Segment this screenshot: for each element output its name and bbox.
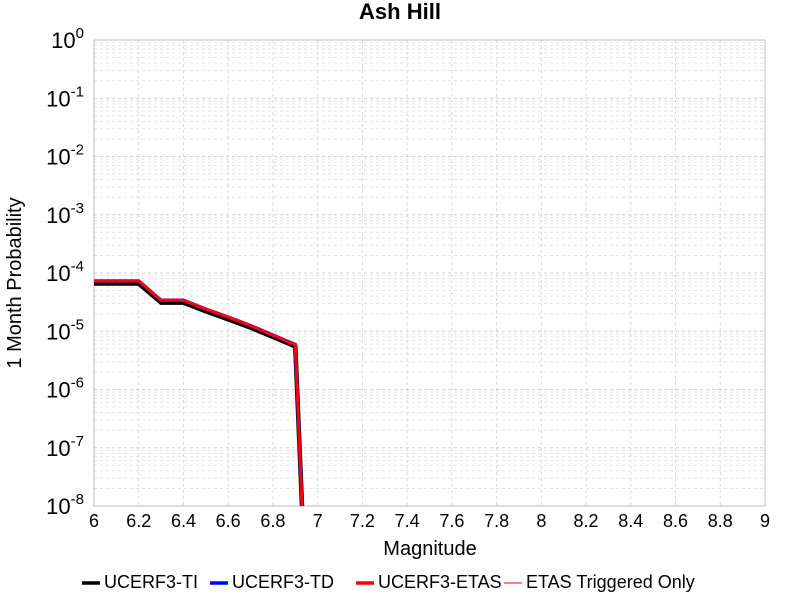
x-tick-label: 6 — [89, 511, 99, 531]
x-tick-label: 8.6 — [663, 511, 688, 531]
legend-label-0: UCERF3-TI — [104, 572, 198, 592]
x-tick-label: 9 — [760, 511, 770, 531]
y-tick-labels: 100 10-1 10-2 10-3 10-4 10-5 10-6 10-7 10-8 — [46, 25, 84, 519]
x-tick-label: 6.2 — [126, 511, 151, 531]
y-tick-label: 100 — [51, 25, 84, 53]
legend-label-3: ETAS Triggered Only — [526, 572, 695, 592]
series-line-1 — [94, 279, 304, 507]
y-tick-label: 10-3 — [46, 200, 84, 228]
x-tick-labels: 6 6.2 6.4 6.6 6.8 7 7.2 7.4 7.6 7.8 8 8.2 8.4 8.6 8.8 9 — [89, 511, 770, 531]
x-tick-label: 6.6 — [216, 511, 241, 531]
x-tick-label: 8.4 — [618, 511, 643, 531]
x-tick-label: 8.8 — [708, 511, 733, 531]
x-tick-label: 6.4 — [171, 511, 196, 531]
series-layer — [94, 279, 305, 507]
x-tick-label: 7 — [313, 511, 323, 531]
x-tick-label: 7.6 — [439, 511, 464, 531]
x-tick-label: 7.4 — [395, 511, 420, 531]
x-tick-label: 7.2 — [350, 511, 375, 531]
x-tick-label: 8 — [536, 511, 546, 531]
y-tick-label: 10-6 — [46, 375, 84, 403]
y-tick-label: 10-7 — [46, 433, 84, 461]
y-tick-label: 10-1 — [46, 83, 84, 111]
y-tick-label: 10-8 — [46, 491, 84, 519]
x-tick-label: 8.2 — [574, 511, 599, 531]
x-tick-label: 6.8 — [260, 511, 285, 531]
legend-label-1: UCERF3-TD — [232, 572, 334, 592]
x-tick-label: 7.8 — [484, 511, 509, 531]
legend: UCERF3-TI UCERF3-TD UCERF3-ETAS ETAS Trigge… — [82, 572, 695, 592]
legend-label-2: UCERF3-ETAS — [378, 572, 502, 592]
chart-title: Ash Hill — [359, 0, 441, 24]
x-axis-label: Magnitude — [383, 538, 476, 560]
grid — [93, 40, 766, 507]
y-axis-label: 1 Month Probability — [4, 197, 26, 368]
series-line-2 — [94, 279, 304, 507]
y-tick-label: 10-2 — [46, 142, 84, 170]
y-tick-label: 10-5 — [46, 316, 84, 344]
plot-frame — [93, 39, 766, 507]
y-tick-label: 10-4 — [46, 258, 84, 286]
